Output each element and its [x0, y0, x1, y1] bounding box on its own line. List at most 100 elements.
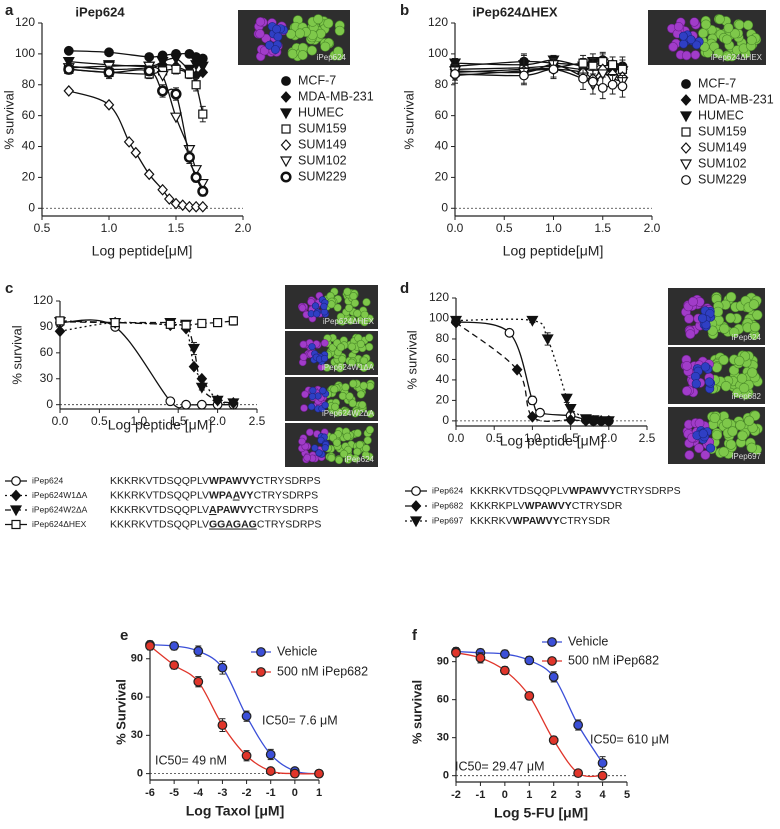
inset-atom — [358, 400, 367, 409]
inset-atom — [346, 316, 355, 325]
data-point — [143, 65, 155, 77]
data-point — [181, 399, 191, 410]
data-point — [156, 70, 169, 82]
data-point — [104, 47, 114, 58]
legend-label: SUM102 — [698, 156, 747, 170]
inset-atom — [684, 450, 695, 460]
data-point — [217, 720, 228, 731]
data-point — [170, 197, 182, 210]
sequence-part: CTRYSDRPS — [254, 489, 319, 501]
inset-atom — [721, 34, 732, 45]
inset-atom — [722, 51, 733, 62]
data-point — [597, 770, 608, 781]
y-tick-label: 100 — [429, 311, 449, 325]
data-point — [197, 200, 209, 213]
data-point — [183, 151, 195, 163]
inset-atom — [705, 443, 716, 453]
sequence-part: CTRYSDR — [560, 515, 611, 527]
inset-atom — [747, 367, 758, 378]
inset-atom — [697, 313, 708, 323]
inset-atom — [309, 386, 317, 395]
inset-atom — [679, 39, 688, 49]
inset-atom — [323, 18, 334, 29]
x-tick-label: 0.5 — [496, 221, 513, 235]
inset-atom — [725, 291, 737, 303]
inset-atom — [688, 296, 698, 307]
y-tick-label: 0 — [46, 397, 53, 411]
sequence-part: KKKRKVTDSQQPLV — [110, 504, 209, 516]
y-axis-label: % survival — [1, 90, 16, 149]
legend-marker — [281, 76, 291, 86]
data-point — [195, 382, 208, 394]
data-point — [188, 360, 200, 373]
data-point — [241, 711, 252, 722]
legend-label: HUMEC — [298, 105, 344, 119]
data-point — [548, 671, 559, 682]
inset-atom — [330, 385, 339, 394]
inset-atom — [338, 391, 347, 401]
legend-label: iPep624W1ΔA — [32, 490, 88, 500]
data-point — [228, 316, 238, 326]
data-point — [170, 88, 182, 100]
legend-label: MCF-7 — [698, 76, 736, 90]
x-tick-label: 1.0 — [130, 414, 147, 428]
panel-letter: a — [5, 2, 14, 19]
inset-atom — [270, 45, 280, 54]
legend-marker — [9, 505, 23, 517]
inset-atom — [737, 430, 748, 441]
y-tick-label: 120 — [429, 290, 449, 304]
inset-atom — [746, 442, 757, 453]
data-point — [196, 178, 209, 190]
data-point — [541, 334, 554, 346]
data-point — [63, 63, 75, 75]
inset-label: iPep682 — [732, 392, 762, 401]
legend-label: SUM159 — [698, 124, 747, 138]
y-tick-label: 120 — [428, 15, 448, 29]
data-point — [527, 410, 538, 423]
inset-atom — [738, 382, 750, 394]
inset-atom — [347, 342, 356, 351]
legend-label: MDA-MB-231 — [298, 89, 374, 103]
x-axis-label: Log peptide[μM] — [92, 243, 193, 259]
inset-atom — [353, 309, 362, 318]
inset-atom — [255, 29, 265, 39]
sequence-part: GGAGAG — [209, 518, 257, 530]
inset-atom — [333, 303, 342, 312]
x-tick-label: 2.5 — [249, 414, 266, 428]
inset-atom — [335, 408, 344, 417]
inset-atom — [743, 415, 755, 426]
inset-atom — [725, 439, 737, 450]
y-tick-label: 60 — [22, 108, 36, 122]
data-point — [499, 649, 510, 659]
data-point — [524, 690, 535, 701]
data-point — [241, 750, 252, 761]
inset-atom — [723, 22, 734, 33]
data-point — [103, 98, 115, 111]
x-axis-label: Log peptide[μM] — [503, 243, 604, 259]
x-tick-label: -3 — [218, 787, 228, 799]
data-point — [524, 655, 535, 666]
x-tick-label: 0 — [292, 787, 298, 799]
inset-atom — [355, 440, 364, 449]
inset-atom — [685, 329, 696, 339]
legend-marker — [11, 476, 21, 486]
data-point — [607, 79, 618, 90]
x-tick-label: 2.0 — [235, 221, 252, 235]
legend-label: SUM159 — [298, 121, 347, 135]
data-point — [110, 318, 120, 328]
inset-atom — [729, 327, 740, 338]
sequence-part: KKKRKV — [470, 515, 513, 527]
inset-atom — [307, 45, 317, 56]
annotation: IC50= 49 nM — [155, 753, 227, 767]
inset-atom — [350, 298, 360, 308]
legend-marker — [680, 94, 692, 106]
data-point — [211, 395, 224, 407]
sequence-part: A — [209, 504, 217, 516]
inset-atom — [299, 353, 308, 361]
inset-atom — [718, 446, 729, 457]
legend-marker — [256, 667, 266, 677]
data-point — [169, 660, 180, 671]
inset-atom — [356, 390, 365, 399]
inset-atom — [303, 453, 312, 462]
